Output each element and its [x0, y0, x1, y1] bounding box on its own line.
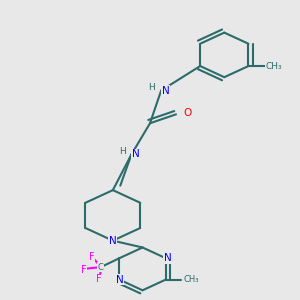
Text: N: N	[132, 149, 140, 160]
Text: CH₃: CH₃	[265, 61, 282, 70]
Text: N: N	[116, 274, 123, 285]
Text: F: F	[89, 252, 94, 262]
Text: H: H	[148, 83, 155, 92]
Text: O: O	[183, 108, 191, 118]
Text: F: F	[96, 274, 102, 284]
Text: N: N	[109, 236, 117, 246]
Text: N: N	[164, 253, 172, 263]
Text: C: C	[98, 262, 104, 272]
Text: N: N	[162, 85, 170, 96]
Text: CH₃: CH₃	[184, 275, 200, 284]
Text: F: F	[81, 265, 87, 275]
Text: H: H	[119, 147, 125, 156]
